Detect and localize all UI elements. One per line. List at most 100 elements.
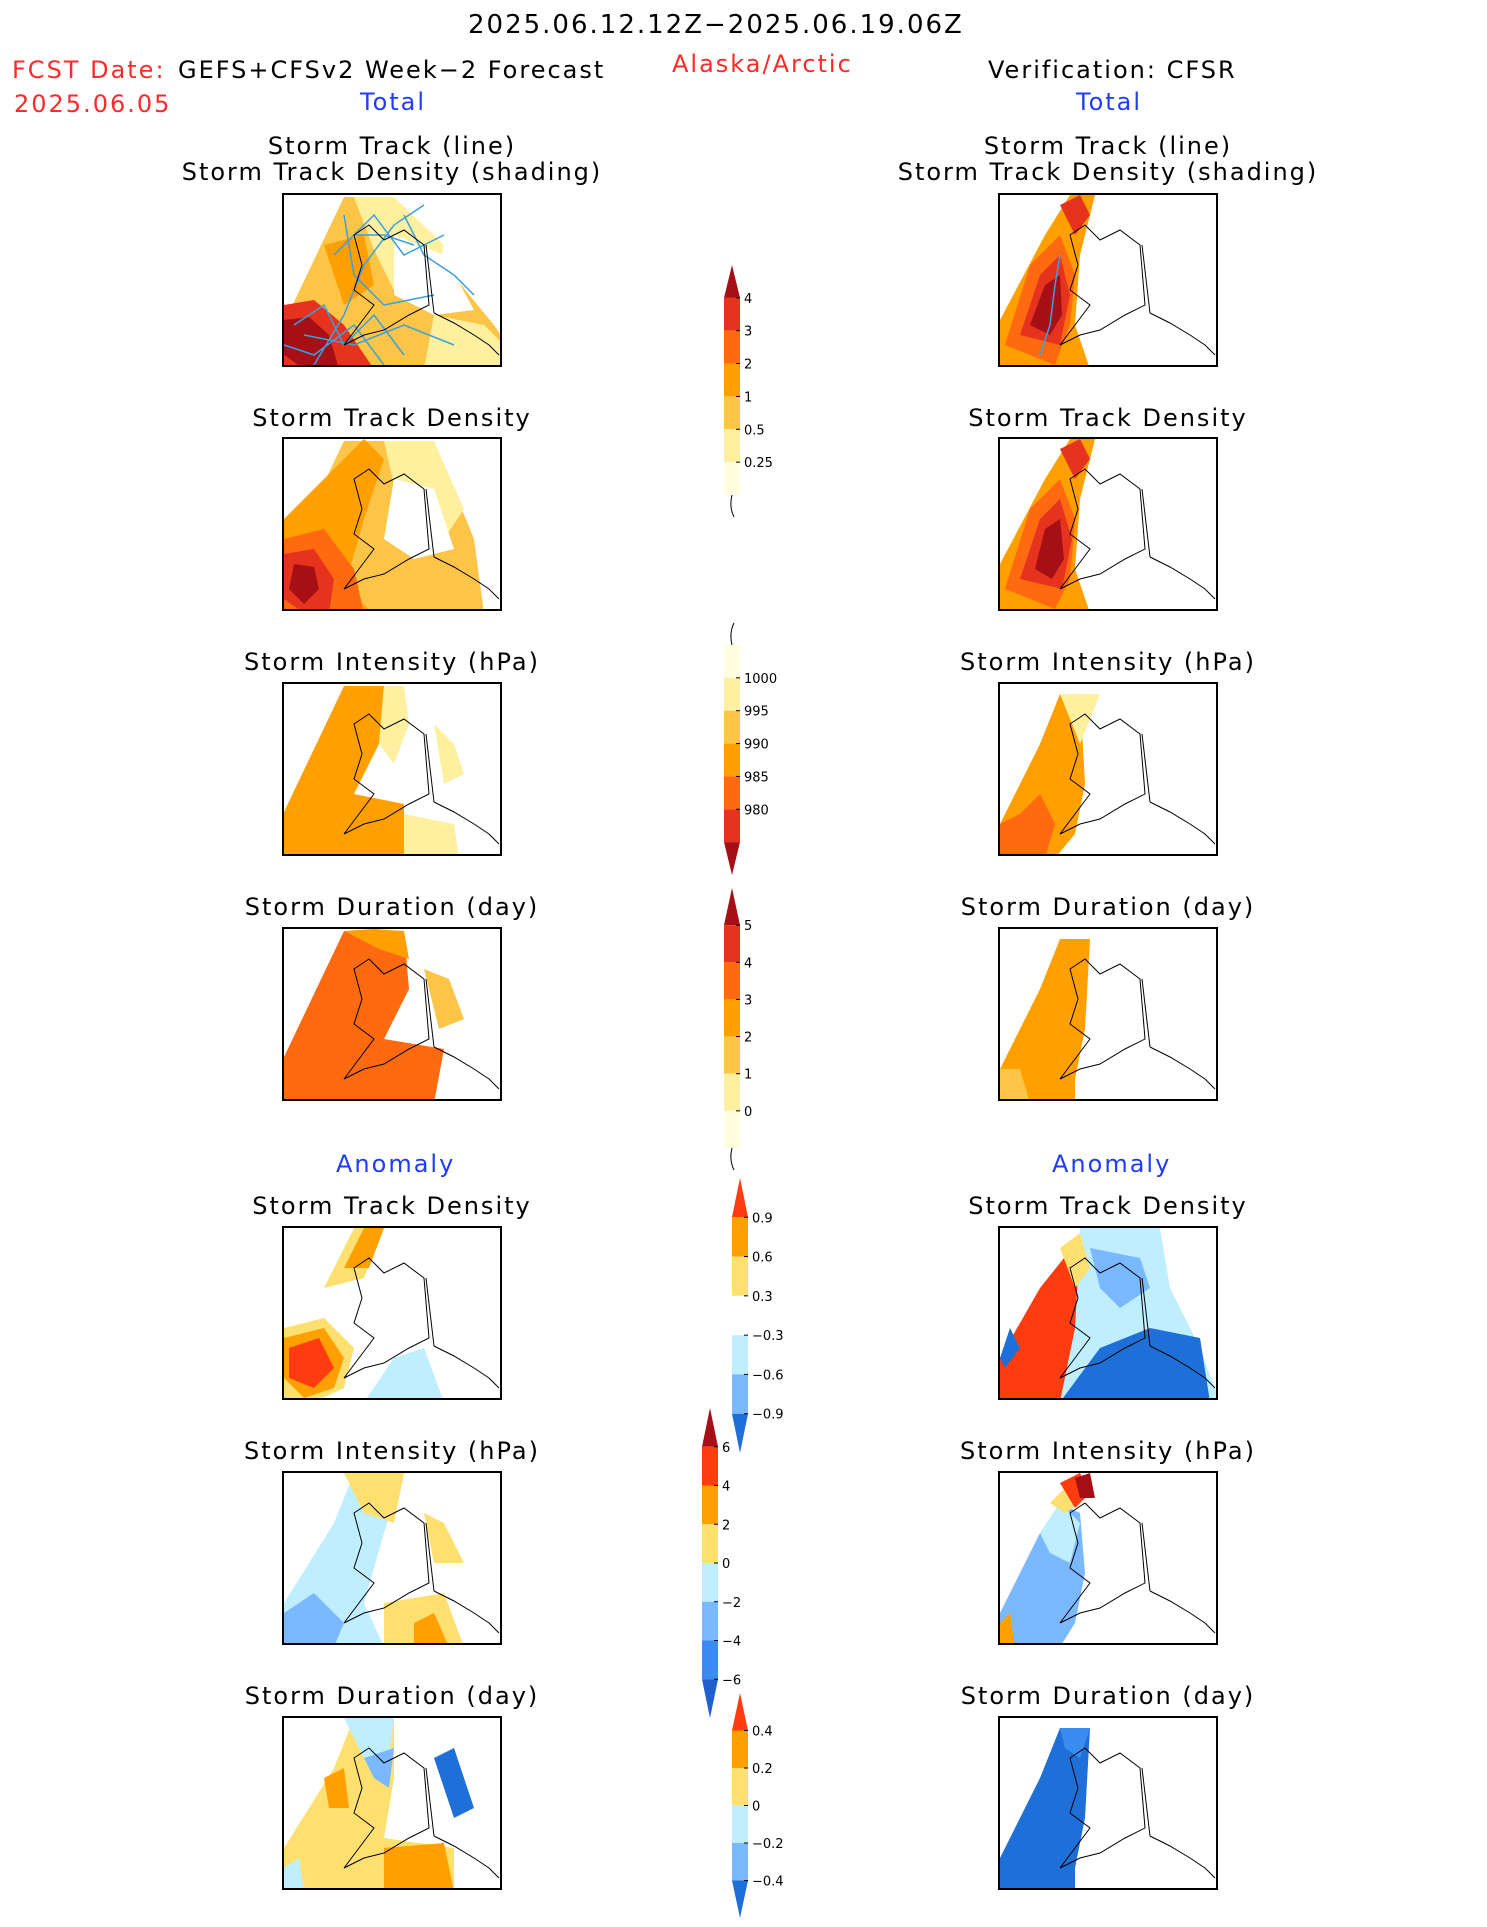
- colorbar-tick-label: 6: [722, 1441, 730, 1456]
- colorbar-tick-label: 995: [744, 705, 769, 720]
- colorbar-intensity-total: 1000 995 990 985 980: [722, 622, 792, 889]
- colorbar-duration-total: 5 4 3 2 1 0: [722, 888, 792, 1182]
- colorbar-swatch: [732, 1693, 748, 1731]
- colorbar-swatch: [724, 645, 740, 678]
- date-range-title: 2025.06.12.12Z−2025.06.19.06Z: [468, 10, 964, 40]
- map-anom-duration-right: [998, 1716, 1218, 1890]
- colorbar-swatch: [724, 677, 740, 711]
- colorbar-swatch: [724, 1110, 740, 1148]
- colorbar-density-anom: 0.9 0.6 0.3 −0.3 −0.6 −0.9: [730, 1178, 800, 1462]
- section-anomaly-left: Anomaly: [336, 1150, 456, 1178]
- colorbar-tick-label: 3: [744, 993, 752, 1008]
- map-total-track-right: [998, 193, 1218, 367]
- colorbar-tick-label: 4: [744, 292, 752, 307]
- colorbar-swatch: [702, 1485, 718, 1525]
- section-total-left: Total: [360, 88, 427, 116]
- colorbar-swatch: [702, 1640, 718, 1680]
- colorbar-tick-label: 0: [722, 1557, 730, 1572]
- colorbar-tick-label: 1: [744, 390, 752, 405]
- colorbar-tick-label: 2: [722, 1518, 730, 1533]
- fcst-date-label: FCST Date:: [12, 56, 166, 84]
- title-anom-intensity-left: Storm Intensity (hPa): [244, 1437, 540, 1465]
- colorbar-tail: [730, 1147, 735, 1171]
- colorbar-swatch: [732, 1730, 748, 1768]
- colorbar-swatch: [732, 1335, 748, 1375]
- colorbar-tick-label: 1: [744, 1068, 752, 1083]
- colorbar-swatch: [732, 1295, 748, 1336]
- colorbar-swatch: [702, 1446, 718, 1486]
- colorbar-tick-label: 5: [744, 919, 752, 934]
- colorbar-tick-label: 2: [744, 1031, 752, 1046]
- colorbar-swatch: [732, 1374, 748, 1414]
- title-anom-duration-right: Storm Duration (day): [960, 1682, 1256, 1710]
- colorbar-tick-label: 0.9: [752, 1211, 773, 1226]
- title-anom-intensity-right: Storm Intensity (hPa): [960, 1437, 1256, 1465]
- colorbar-swatch: [732, 1178, 748, 1218]
- colorbar-swatch: [732, 1805, 748, 1843]
- colorbar-swatch: [724, 888, 740, 926]
- map-anom-density-right: [998, 1226, 1218, 1400]
- colorbar-tick-label: −6: [722, 1673, 741, 1688]
- map-anom-intensity-right: [998, 1471, 1218, 1645]
- colorbar-swatch: [724, 429, 740, 463]
- colorbar-swatch: [724, 925, 740, 963]
- colorbar-swatch: [724, 776, 740, 810]
- colorbar-swatch: [724, 710, 740, 744]
- title-track-line-right: Storm Track (line): [983, 132, 1233, 160]
- map-total-density-right: [998, 437, 1218, 611]
- title-track-density-shading-right: Storm Track Density (shading): [897, 158, 1319, 186]
- colorbar-tail: [730, 622, 735, 646]
- map-total-track-left: [282, 193, 502, 367]
- verification-label: Verification: CFSR: [988, 56, 1237, 84]
- colorbar-swatch: [702, 1408, 718, 1447]
- colorbar-swatch: [724, 1036, 740, 1074]
- colorbar-swatch: [724, 962, 740, 1000]
- map-total-duration-right: [998, 927, 1218, 1101]
- colorbar-tick-label: 2: [744, 358, 752, 373]
- map-total-intensity-left: [282, 682, 502, 856]
- fcst-date-value: 2025.06.05: [14, 90, 172, 118]
- title-track-density-left: Storm Track Density: [252, 404, 532, 432]
- title-track-line-left: Storm Track (line): [267, 132, 517, 160]
- map-anom-intensity-left: [282, 1471, 502, 1645]
- colorbar-swatch: [732, 1256, 748, 1296]
- colorbar-swatch: [732, 1217, 748, 1257]
- colorbar-swatch: [724, 330, 740, 364]
- colorbar-tick-label: 0: [752, 1800, 760, 1815]
- colorbar-swatch: [724, 842, 740, 875]
- colorbar-tick-label: 980: [744, 803, 769, 818]
- colorbar-swatch: [724, 1073, 740, 1111]
- title-anom-duration-left: Storm Duration (day): [244, 1682, 540, 1710]
- colorbar-tick-label: 0.5: [744, 423, 765, 438]
- title-anom-track-density-right: Storm Track Density: [968, 1192, 1248, 1220]
- colorbar-swatch: [724, 297, 740, 331]
- colorbar-tick-label: 990: [744, 738, 769, 753]
- colorbar-tick-label: −0.2: [752, 1837, 784, 1852]
- colorbar-swatch: [724, 363, 740, 397]
- colorbar-tick-label: 4: [744, 956, 752, 971]
- colorbar-swatch: [732, 1413, 748, 1453]
- map-total-intensity-right: [998, 682, 1218, 856]
- colorbar-swatch: [732, 1880, 748, 1918]
- title-duration-right: Storm Duration (day): [960, 893, 1256, 921]
- map-total-duration-left: [282, 927, 502, 1101]
- map-anom-density-left: [282, 1226, 502, 1400]
- title-intensity-left: Storm Intensity (hPa): [244, 648, 540, 676]
- colorbar-tick-label: 0.3: [752, 1290, 773, 1305]
- colorbar-tick-label: −0.9: [752, 1408, 784, 1423]
- colorbar-tick-label: 0.2: [752, 1762, 773, 1777]
- colorbar-tick-label: 0: [744, 1105, 752, 1120]
- colorbar-swatch: [732, 1843, 748, 1881]
- title-track-density-shading-left: Storm Track Density (shading): [181, 158, 603, 186]
- colorbar-tick-label: 0.25: [744, 456, 773, 471]
- colorbar-swatch: [724, 999, 740, 1037]
- title-anom-track-density-left: Storm Track Density: [252, 1192, 532, 1220]
- colorbar-tick-label: −0.3: [752, 1329, 784, 1344]
- colorbar-tick-label: 0.6: [752, 1251, 773, 1266]
- map-total-density-left: [282, 437, 502, 611]
- colorbar-tick-label: −0.4: [752, 1875, 784, 1890]
- title-duration-left: Storm Duration (day): [244, 893, 540, 921]
- section-total-right: Total: [1076, 88, 1143, 116]
- colorbar-density-total: 4 3 2 1 0.5 0.25: [722, 265, 792, 549]
- title-track-density-right: Storm Track Density: [968, 404, 1248, 432]
